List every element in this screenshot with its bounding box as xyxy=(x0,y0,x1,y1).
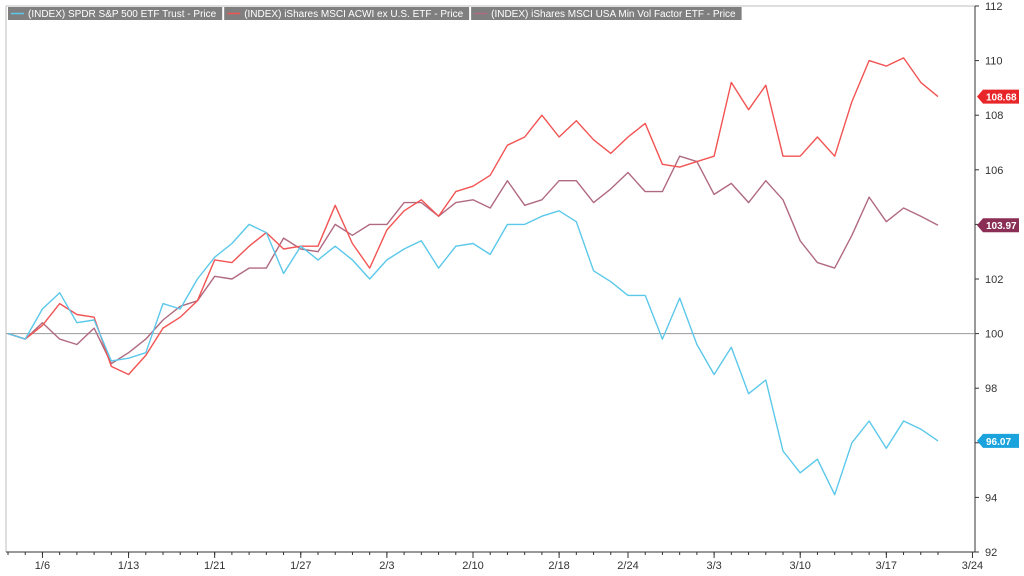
x-tick-label: 3/17 xyxy=(876,560,897,572)
legend-label: (INDEX) iShares MSCI ACWI ex U.S. ETF - … xyxy=(244,9,463,20)
legend: (INDEX) SPDR S&P 500 ETF Trust - Price (I… xyxy=(8,7,742,20)
end-label-value: 108.68 xyxy=(986,93,1017,104)
series-layer xyxy=(7,57,939,496)
x-tick-label: 2/18 xyxy=(548,560,569,572)
y-tick-label: 110 xyxy=(985,56,1003,68)
x-tick-label: 2/24 xyxy=(617,560,638,572)
x-tick-label: 1/6 xyxy=(35,560,50,572)
x-tick-label: 1/21 xyxy=(204,560,225,572)
x-tick-label: 2/10 xyxy=(462,560,483,572)
legend-item-1: (INDEX) iShares MSCI ACWI ex U.S. ETF - … xyxy=(224,7,470,20)
legend-item-2: (INDEX) iShares MSCI USA Min Vol Factor … xyxy=(471,7,742,20)
series-line-1 xyxy=(7,57,939,376)
x-tick-label: 1/13 xyxy=(118,560,139,572)
y-tick-label: 102 xyxy=(985,274,1003,286)
end-label-badge xyxy=(977,218,1019,233)
series-line-2 xyxy=(7,155,939,365)
end-labels: 96.07 108.68 103.97 xyxy=(977,89,1019,448)
y-tick-label: 112 xyxy=(985,1,1003,13)
legend-label: (INDEX) SPDR S&P 500 ETF Trust - Price xyxy=(28,9,217,20)
end-label-value: 103.97 xyxy=(986,221,1017,232)
x-tick-label: 2/3 xyxy=(379,560,394,572)
series-line-0 xyxy=(7,210,939,496)
legend-background xyxy=(8,7,223,20)
y-tick-label: 108 xyxy=(985,110,1003,122)
y-tick-label: 94 xyxy=(985,492,997,504)
y-tick-label: 98 xyxy=(985,383,997,395)
x-tick-label: 1/27 xyxy=(290,560,311,572)
legend-item-0: (INDEX) SPDR S&P 500 ETF Trust - Price xyxy=(8,7,223,20)
legend-background xyxy=(224,7,470,20)
legend-background xyxy=(471,7,742,20)
x-axis: 1/6 1/13 1/21 1/27 2/3 2/10 2/18 2/24 3/3 3/10 3/1… xyxy=(7,552,983,572)
x-tick-label: 3/3 xyxy=(706,560,721,572)
end-label-badge xyxy=(977,433,1019,448)
y-tick-label: 92 xyxy=(985,547,997,559)
end-label-badge xyxy=(977,89,1019,104)
y-tick-label: 106 xyxy=(985,165,1003,177)
legend-label: (INDEX) iShares MSCI USA Min Vol Factor … xyxy=(491,9,736,20)
end-label-value: 96.07 xyxy=(986,437,1011,448)
y-tick-label: 100 xyxy=(985,329,1003,341)
x-tick-label: 3/10 xyxy=(790,560,811,572)
x-tick-label: 3/24 xyxy=(962,560,983,572)
